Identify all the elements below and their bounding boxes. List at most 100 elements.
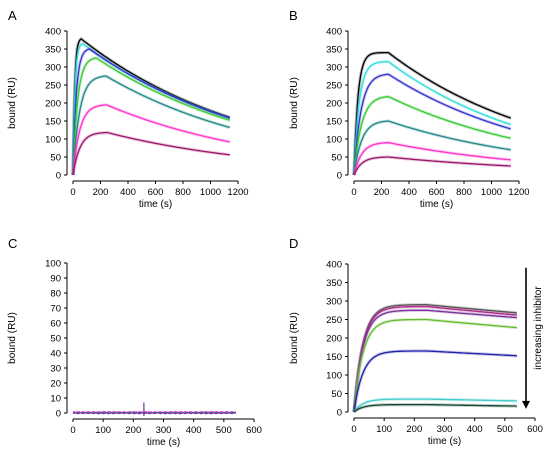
y-tick-label: 200 <box>326 98 342 109</box>
series-fit-shadow <box>352 155 511 176</box>
panel-c: C 0 10 20 30 40 50 60 70 80 90 100 0 100 200 300 400 500 6… <box>7 236 262 448</box>
y-tick-label: 100 <box>45 134 61 145</box>
series-line <box>72 38 231 176</box>
x-tick-label: 500 <box>216 425 232 436</box>
y-tick-label: 50 <box>331 389 342 400</box>
x-tick-label: 600 <box>429 187 445 198</box>
x-tick-label: 0 <box>70 425 75 436</box>
y-tick-label: 400 <box>45 26 61 37</box>
y-tick-label: 0 <box>337 170 342 181</box>
x-tick-label: 800 <box>175 187 191 198</box>
y-tick-label: 300 <box>326 62 342 73</box>
series-line <box>72 57 231 176</box>
series-fit-shadow <box>352 349 518 413</box>
y-axis-title: bound (RU) <box>289 77 300 129</box>
series-line <box>353 95 511 176</box>
panel-b: B 0 50 100 150 200 250 300 350 400 0 200 400 600 800 10… <box>289 8 530 210</box>
x-tick-label: 100 <box>95 425 111 436</box>
x-tick-label: 400 <box>186 425 202 436</box>
x-tick-label: 200 <box>93 187 109 198</box>
y-tick-label: 400 <box>326 259 342 270</box>
y-tick-label: 0 <box>56 170 61 181</box>
series-line <box>72 131 230 176</box>
y-axis-title: bound (RU) <box>289 312 300 364</box>
y-tick-label: 400 <box>326 26 342 37</box>
y-tick-label: 60 <box>50 318 61 329</box>
x-axis-title: time (s) <box>420 199 453 210</box>
y-axis-title: bound (RU) <box>7 77 18 129</box>
y-tick-label: 250 <box>326 80 342 91</box>
series-line <box>353 120 511 176</box>
x-tick-label: 400 <box>401 187 417 198</box>
y-tick-label: 20 <box>50 378 61 389</box>
y-tick-label: 300 <box>45 62 61 73</box>
series-line <box>353 304 517 413</box>
x-tick-label: 1200 <box>227 187 248 198</box>
x-tick-label: 0 <box>351 424 356 435</box>
series-line <box>353 305 517 413</box>
series-line <box>353 156 511 176</box>
x-tick-label: 400 <box>467 424 483 435</box>
y-tick-label: 350 <box>326 44 342 55</box>
series-line <box>72 48 230 176</box>
x-axis-title: time (s) <box>428 436 461 447</box>
y-tick-label: 150 <box>326 116 342 127</box>
x-tick-label: 200 <box>125 425 141 436</box>
series-line <box>353 318 517 413</box>
series-line <box>353 350 517 413</box>
y-tick-label: 100 <box>326 134 342 145</box>
y-tick-label: 10 <box>50 393 61 404</box>
panel-letter: A <box>8 8 17 23</box>
y-tick-label: 100 <box>45 258 61 269</box>
y-tick-label: 50 <box>50 333 61 344</box>
x-tick-label: 1000 <box>200 187 221 198</box>
y-tick-label: 350 <box>326 278 342 289</box>
y-tick-label: 200 <box>326 333 342 344</box>
y-tick-label: 200 <box>45 98 61 109</box>
panel-a: A 0 50 100 150 200 250 300 350 400 0 200 400 600 800 10… <box>7 8 249 210</box>
x-tick-label: 400 <box>120 187 136 198</box>
x-tick-label: 100 <box>376 424 392 435</box>
y-tick-label: 100 <box>326 370 342 381</box>
series-fit-shadow <box>352 119 511 176</box>
increasing-inhibitor-label: increasing inhibitor <box>533 286 544 370</box>
x-tick-label: 600 <box>148 187 164 198</box>
series-line <box>353 141 511 176</box>
y-tick-label: 250 <box>45 80 61 91</box>
y-axis-title: bound (RU) <box>7 312 18 364</box>
series-line <box>353 309 517 413</box>
panel-letter: D <box>289 236 298 251</box>
x-tick-label: 300 <box>437 424 453 435</box>
series-line <box>72 104 230 176</box>
y-tick-label: 0 <box>56 408 61 419</box>
x-tick-label: 1000 <box>481 187 502 198</box>
x-axis-title: time (s) <box>147 437 180 448</box>
panel-letter: C <box>8 236 17 251</box>
x-tick-label: 600 <box>246 425 262 436</box>
x-tick-label: 600 <box>527 424 543 435</box>
x-tick-label: 1200 <box>508 187 529 198</box>
y-tick-label: 350 <box>45 44 61 55</box>
x-tick-label: 200 <box>406 424 422 435</box>
y-tick-label: 50 <box>331 152 342 163</box>
panel-d: D 0 50 100 150 200 250 300 350 400 0 100 200 300 400 50… <box>289 236 544 447</box>
x-tick-label: 0 <box>351 187 356 198</box>
series-line <box>353 403 517 413</box>
y-tick-label: 70 <box>50 303 61 314</box>
series-fit-shadow <box>71 130 230 176</box>
y-tick-label: 50 <box>50 152 61 163</box>
series-line <box>72 411 236 415</box>
x-axis-title: time (s) <box>139 199 172 210</box>
panel-letter: B <box>289 8 298 23</box>
y-tick-label: 0 <box>337 407 342 418</box>
x-tick-label: 800 <box>456 187 472 198</box>
x-tick-label: 500 <box>497 424 513 435</box>
series-fit-shadow <box>352 305 518 413</box>
series-line <box>353 60 512 176</box>
x-tick-label: 200 <box>374 187 390 198</box>
inhibitor-arrow-head <box>522 400 530 409</box>
y-tick-label: 80 <box>50 288 61 299</box>
y-tick-label: 40 <box>50 348 61 359</box>
y-tick-label: 90 <box>50 273 61 284</box>
